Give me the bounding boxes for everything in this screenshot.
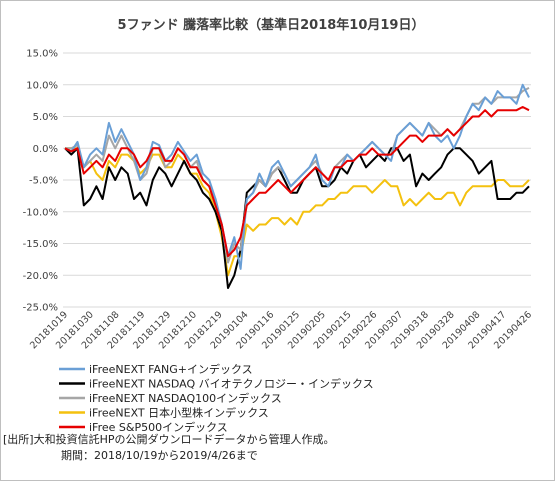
y-tick-label: -15.0% <box>23 239 58 250</box>
period-note: 期間：2018/10/19から2019/4/26まで <box>61 449 258 462</box>
y-tick-label: 10.0% <box>26 80 58 91</box>
series-line <box>65 87 530 264</box>
source-note: [出所]大和投資信託HPの公開ダウンロードデータから管理人作成。 <box>3 432 335 446</box>
y-tick-label: 15.0% <box>26 49 58 60</box>
y-tick-label: -20.0% <box>23 271 58 282</box>
series-line <box>64 147 530 289</box>
y-tick-label: -5.0% <box>29 176 58 187</box>
legend-entry: iFreeNEXT 日本小型株インデックス <box>89 406 269 420</box>
y-tick-label: -10.0% <box>23 207 58 218</box>
legend-entry: iFree S&P500インデックス <box>89 420 228 434</box>
y-tick-label: -25.0% <box>23 303 58 314</box>
y-tick-label: 0.0% <box>33 144 58 155</box>
legend-entry: iFreeNEXT FANG+インデックス <box>89 362 253 376</box>
series-line <box>64 83 530 270</box>
y-tick-label: 5.0% <box>33 112 58 123</box>
legend-entry: iFreeNEXT NASDAQ100インデックス <box>89 391 282 405</box>
legend-entry: iFreeNEXT NASDAQ バイオテクノロジー・インデックス <box>89 377 374 391</box>
chart-title: 5ファンド 騰落率比較（基準日2018年10月19日） <box>118 17 425 33</box>
series-line <box>65 147 530 277</box>
series-line <box>64 106 530 258</box>
